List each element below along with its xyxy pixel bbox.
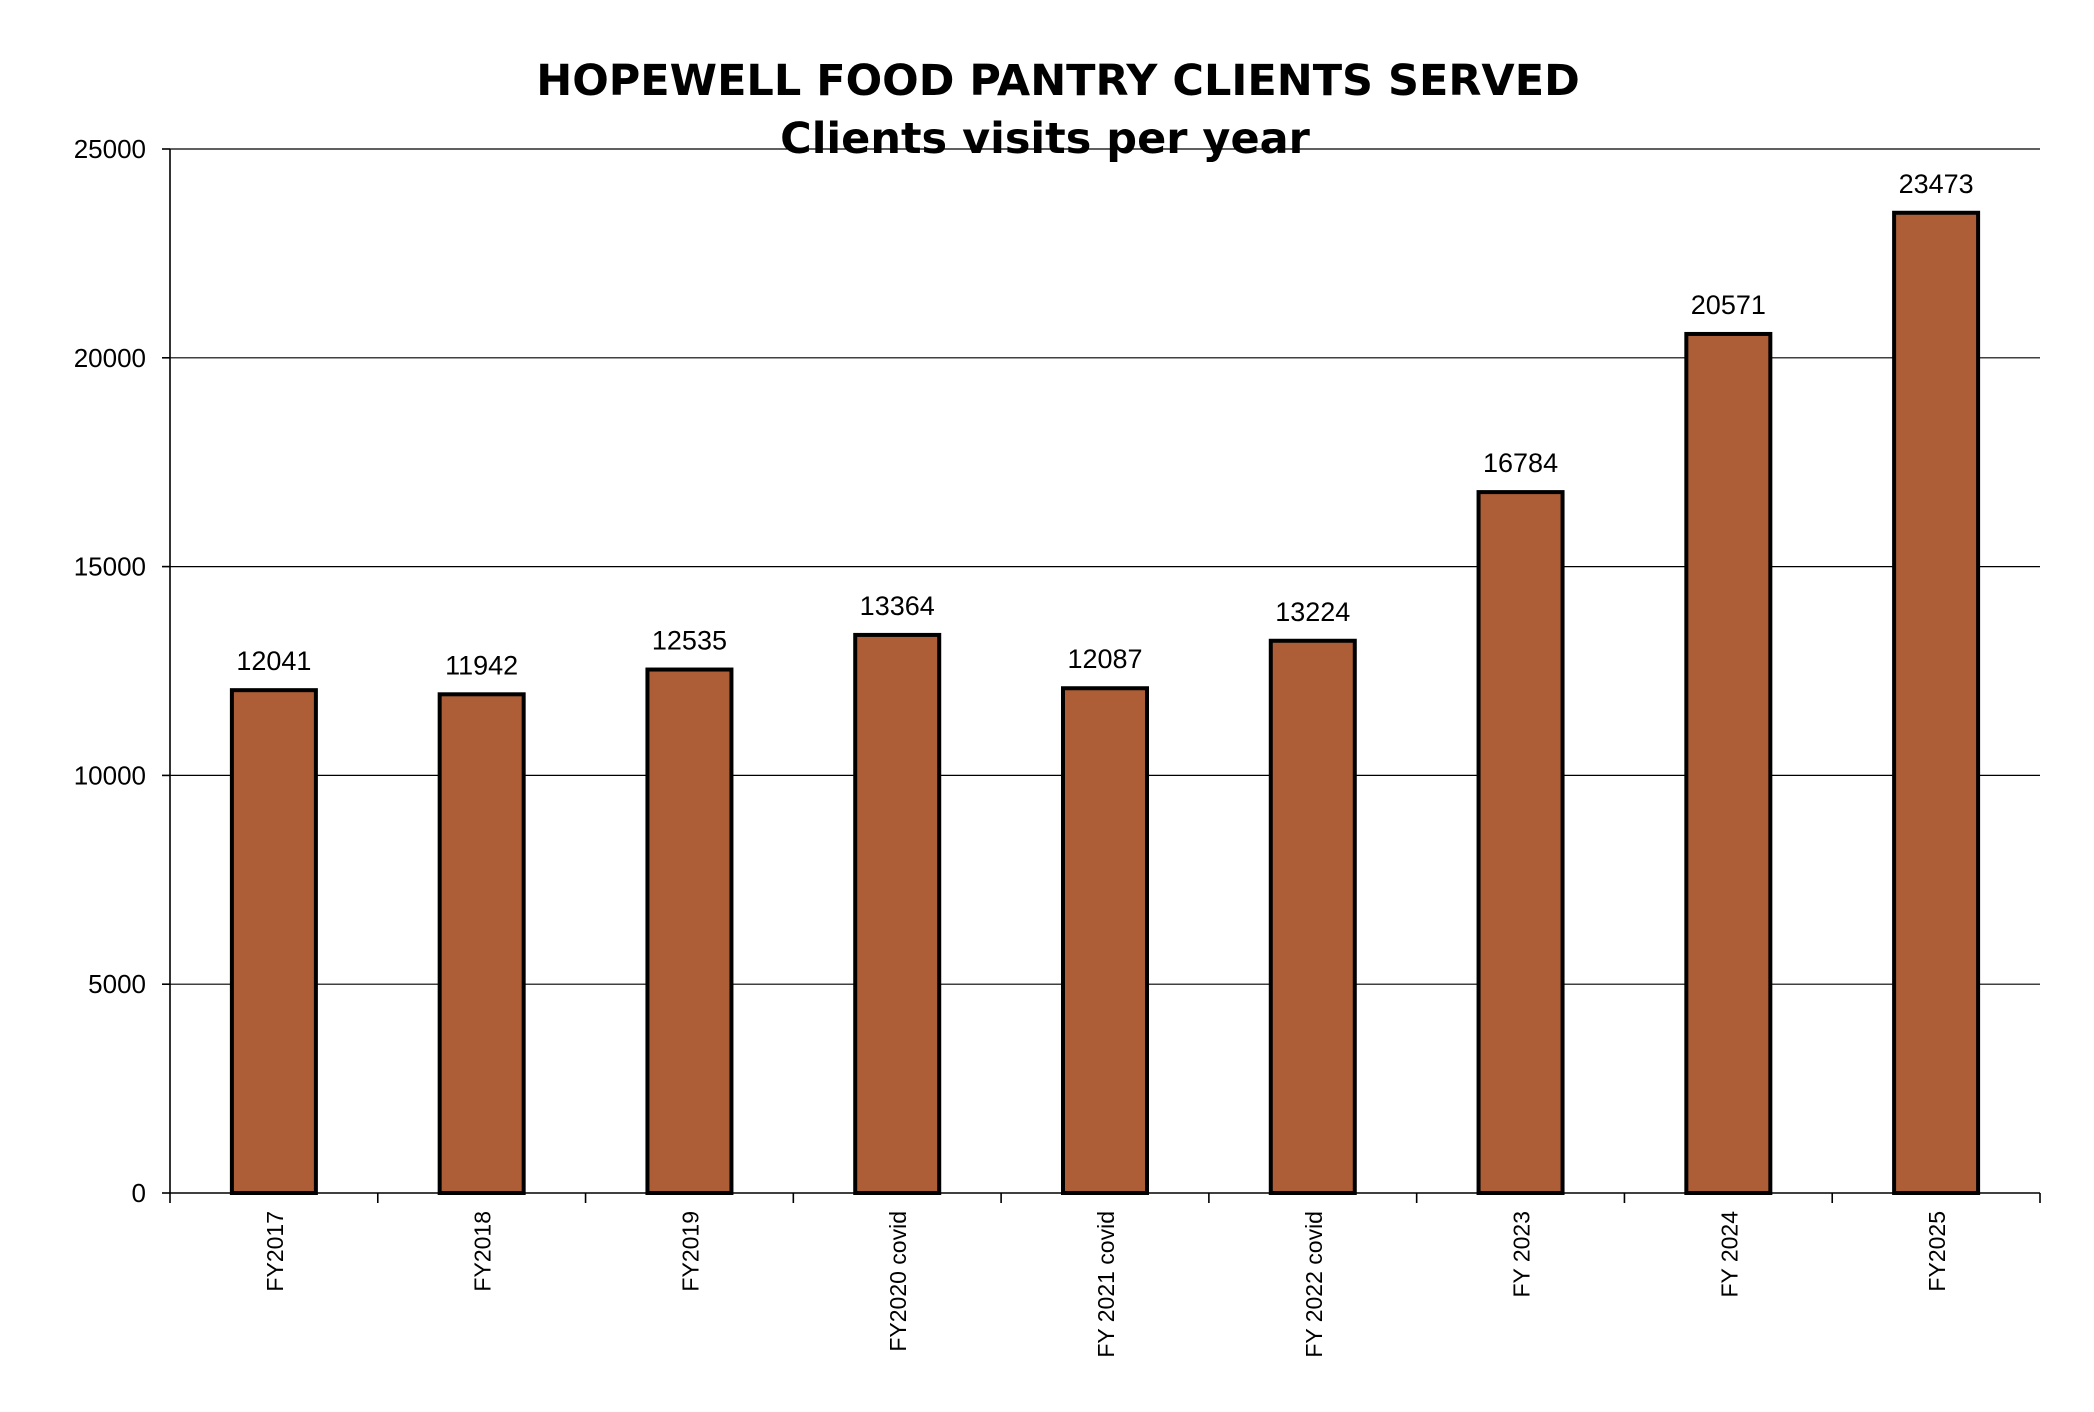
y-tick-label: 20000 [74, 343, 146, 373]
data-label: 12087 [1067, 644, 1142, 674]
bar [1892, 210, 1981, 1195]
bar [1268, 638, 1357, 1195]
bar [1684, 331, 1773, 1196]
data-labels: 12041 11942 12535 13364 12087 13224 16784 20571… [236, 169, 1973, 681]
x-tick-label: FY 2022 covid [1301, 1211, 1327, 1358]
y-tick-label: 0 [132, 1178, 146, 1208]
chart-subtitle: Clients visits per year [780, 114, 1310, 164]
bar [853, 632, 942, 1195]
bar [645, 667, 734, 1195]
x-tick-label: FY2017 [262, 1211, 288, 1292]
x-tick-label: FY2018 [470, 1211, 496, 1292]
x-tick-label: FY 2024 [1716, 1211, 1742, 1298]
data-label: 16784 [1483, 448, 1558, 478]
data-label: 13224 [1275, 597, 1350, 627]
bar [1476, 490, 1565, 1195]
x-tick-label: FY2025 [1924, 1211, 1950, 1292]
bar [1061, 686, 1149, 1195]
y-tick-label: 15000 [74, 552, 146, 582]
axes [169, 149, 2040, 1194]
y-tick-label: 10000 [74, 760, 146, 790]
chart-title: HOPEWELL FOOD PANTRY CLIENTS SERVED [536, 56, 1580, 106]
data-label: 12535 [652, 626, 727, 656]
data-label: 12041 [236, 646, 311, 676]
y-tick-label: 25000 [74, 134, 146, 164]
data-label: 23473 [1899, 169, 1974, 199]
x-tick-label: FY2020 covid [885, 1211, 911, 1352]
y-tick-labels: 0 5000 10000 15000 20000 25000 [74, 134, 170, 1208]
bar [229, 688, 318, 1195]
data-label: 13364 [860, 591, 935, 621]
bars [229, 210, 1981, 1196]
bar [437, 692, 526, 1195]
x-tick-labels: FY2017 FY2018 FY2019 FY2020 covid FY 2021 co… [169, 1193, 2041, 1358]
y-tick-label: 5000 [88, 969, 146, 999]
x-tick-label: FY 2021 covid [1093, 1211, 1119, 1358]
x-tick-label: FY2019 [677, 1211, 703, 1292]
data-label: 20571 [1691, 290, 1766, 320]
data-label: 11942 [445, 650, 518, 680]
x-tick-label: FY 2023 [1509, 1211, 1535, 1298]
